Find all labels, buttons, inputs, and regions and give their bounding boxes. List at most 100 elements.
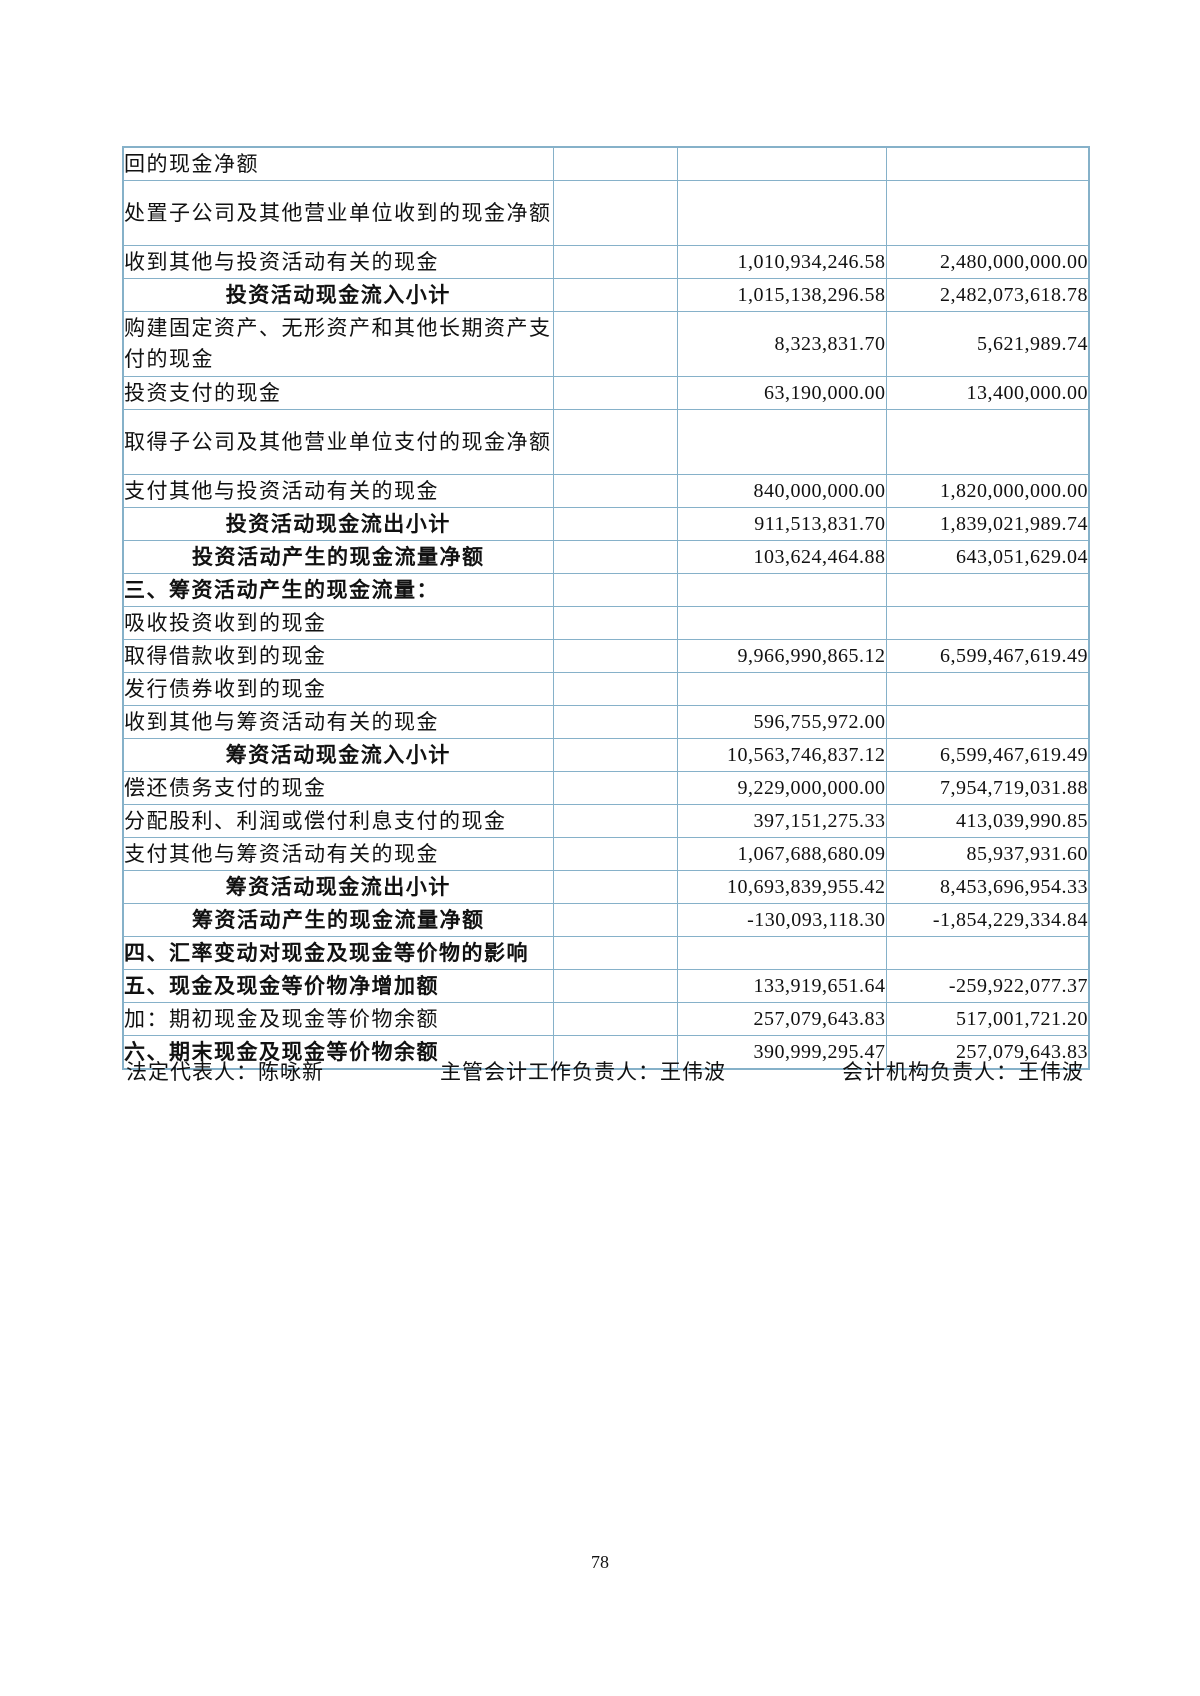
amount-previous-cell: 643,051,629.04 xyxy=(885,540,1090,574)
amount-previous-cell: 2,482,073,618.78 xyxy=(885,278,1090,312)
amount-previous-cell: -259,922,077.37 xyxy=(885,969,1090,1003)
item-label-cell: 取得借款收到的现金 xyxy=(122,639,554,673)
note-cell xyxy=(552,409,678,475)
item-label-cell: 取得子公司及其他营业单位支付的现金净额 xyxy=(122,409,554,475)
table-row: 收到其他与投资活动有关的现金 1,010,934,246.58 2,480,000,… xyxy=(122,245,1090,279)
table-row: 筹资活动现金流入小计 10,563,746,837.12 6,599,467,619… xyxy=(122,738,1090,772)
item-label-cell: 支付其他与筹资活动有关的现金 xyxy=(122,837,554,871)
amount-current-cell xyxy=(676,672,887,706)
note-cell xyxy=(552,639,678,673)
accounting-department-head: 会计机构负责人：王伟波 xyxy=(842,1060,1084,1084)
note-cell xyxy=(552,1002,678,1036)
cash-flow-table: 回的现金净额 处置子公司及其他营业单位收到的现金净额 收到其他与投资活动有关的现金 1… xyxy=(122,146,1090,1070)
table-row: 投资活动现金流入小计 1,015,138,296.58 2,482,073,618.… xyxy=(122,278,1090,312)
table-row: 发行债券收到的现金 xyxy=(122,672,1090,706)
item-label-cell: 支付其他与投资活动有关的现金 xyxy=(122,474,554,508)
amount-previous-cell: 2,480,000,000.00 xyxy=(885,245,1090,279)
table-row: 筹资活动产生的现金流量净额 -130,093,118.30 -1,854,229,3… xyxy=(122,903,1090,937)
amount-current-cell xyxy=(676,606,887,640)
amount-previous-cell: 6,599,467,619.49 xyxy=(885,738,1090,772)
amount-current-cell: 397,151,275.33 xyxy=(676,804,887,838)
amount-current-cell: 10,563,746,837.12 xyxy=(676,738,887,772)
amount-current-cell: 257,079,643.83 xyxy=(676,1002,887,1036)
table-row: 五、现金及现金等价物净增加额 133,919,651.64 -259,922,077… xyxy=(122,969,1090,1003)
legal-representative: 法定代表人：陈咏新 xyxy=(126,1060,324,1084)
table-row: 取得借款收到的现金 9,966,990,865.12 6,599,467,619.4… xyxy=(122,639,1090,673)
note-cell xyxy=(552,705,678,739)
amount-current-cell: 63,190,000.00 xyxy=(676,376,887,410)
item-label-cell: 分配股利、利润或偿付利息支付的现金 xyxy=(122,804,554,838)
amount-current-cell: 911,513,831.70 xyxy=(676,507,887,541)
amount-current-cell: 1,010,934,246.58 xyxy=(676,245,887,279)
item-label-cell: 回的现金净额 xyxy=(122,146,554,181)
amount-current-cell: -130,093,118.30 xyxy=(676,903,887,937)
note-cell xyxy=(552,180,678,246)
cash-flow-table-wrap: 回的现金净额 处置子公司及其他营业单位收到的现金净额 收到其他与投资活动有关的现金 1… xyxy=(122,146,1090,1070)
note-cell xyxy=(552,376,678,410)
table-row: 收到其他与筹资活动有关的现金 596,755,972.00 xyxy=(122,705,1090,739)
amount-previous-cell: 413,039,990.85 xyxy=(885,804,1090,838)
chief-accounting-officer: 主管会计工作负责人：王伟波 xyxy=(440,1060,726,1084)
amount-current-cell: 596,755,972.00 xyxy=(676,705,887,739)
note-cell xyxy=(552,146,678,181)
table-row: 投资活动现金流出小计 911,513,831.70 1,839,021,989.74 xyxy=(122,507,1090,541)
note-cell xyxy=(552,936,678,970)
item-label-cell: 三、筹资活动产生的现金流量： xyxy=(122,573,554,607)
table-row: 三、筹资活动产生的现金流量： xyxy=(122,573,1090,607)
note-cell xyxy=(552,738,678,772)
table-row: 六、期末现金及现金等价物余额 390,999,295.47 257,079,643.… xyxy=(122,1035,1090,1070)
table-row: 投资活动产生的现金流量净额 103,624,464.88 643,051,629.0… xyxy=(122,540,1090,574)
amount-previous-cell xyxy=(885,705,1090,739)
amount-current-cell xyxy=(676,146,887,181)
item-label-cell: 发行债券收到的现金 xyxy=(122,672,554,706)
amount-previous-cell xyxy=(885,573,1090,607)
note-cell xyxy=(552,903,678,937)
note-cell xyxy=(552,278,678,312)
amount-current-cell: 8,323,831.70 xyxy=(676,311,887,377)
table-row: 支付其他与筹资活动有关的现金 1,067,688,680.09 85,937,931… xyxy=(122,837,1090,871)
amount-previous-cell: 6,599,467,619.49 xyxy=(885,639,1090,673)
note-cell xyxy=(552,540,678,574)
amount-previous-cell: -1,854,229,334.84 xyxy=(885,903,1090,937)
note-cell xyxy=(552,771,678,805)
amount-previous-cell: 5,621,989.74 xyxy=(885,311,1090,377)
amount-previous-cell xyxy=(885,936,1090,970)
amount-previous-cell: 257,079,643.83 xyxy=(885,1035,1090,1070)
item-label-cell: 投资支付的现金 xyxy=(122,376,554,410)
amount-previous-cell xyxy=(885,409,1090,475)
note-cell xyxy=(552,870,678,904)
item-label-cell: 吸收投资收到的现金 xyxy=(122,606,554,640)
amount-current-cell xyxy=(676,409,887,475)
amount-current-cell: 103,624,464.88 xyxy=(676,540,887,574)
amount-previous-cell xyxy=(885,146,1090,181)
amount-previous-cell: 8,453,696,954.33 xyxy=(885,870,1090,904)
amount-previous-cell xyxy=(885,672,1090,706)
table-row: 取得子公司及其他营业单位支付的现金净额 xyxy=(122,409,1090,475)
item-label-cell: 六、期末现金及现金等价物余额 xyxy=(122,1035,554,1070)
note-cell xyxy=(552,245,678,279)
amount-current-cell: 9,229,000,000.00 xyxy=(676,771,887,805)
note-cell xyxy=(552,311,678,377)
item-label-cell: 筹资活动产生的现金流量净额 xyxy=(122,903,554,937)
note-cell xyxy=(552,606,678,640)
item-label-cell: 投资活动现金流出小计 xyxy=(122,507,554,541)
footer-signatures: 法定代表人：陈咏新 主管会计工作负责人：王伟波 会计机构负责人：王伟波 xyxy=(122,1056,1088,1086)
item-label-cell: 处置子公司及其他营业单位收到的现金净额 xyxy=(122,180,554,246)
amount-current-cell: 1,015,138,296.58 xyxy=(676,278,887,312)
table-row: 吸收投资收到的现金 xyxy=(122,606,1090,640)
item-label-cell: 筹资活动现金流出小计 xyxy=(122,870,554,904)
item-label-cell: 收到其他与筹资活动有关的现金 xyxy=(122,705,554,739)
item-label-cell: 五、现金及现金等价物净增加额 xyxy=(122,969,554,1003)
item-label-cell: 筹资活动现金流入小计 xyxy=(122,738,554,772)
amount-current-cell: 390,999,295.47 xyxy=(676,1035,887,1070)
page-number: 78 xyxy=(591,1552,609,1572)
amount-current-cell: 1,067,688,680.09 xyxy=(676,837,887,871)
table-row: 四、汇率变动对现金及现金等价物的影响 xyxy=(122,936,1090,970)
item-label-cell: 偿还债务支付的现金 xyxy=(122,771,554,805)
table-row: 回的现金净额 xyxy=(122,146,1090,181)
amount-previous-cell: 13,400,000.00 xyxy=(885,376,1090,410)
cash-flow-table-body: 回的现金净额 处置子公司及其他营业单位收到的现金净额 收到其他与投资活动有关的现金 1… xyxy=(122,146,1090,1070)
amount-previous-cell: 85,937,931.60 xyxy=(885,837,1090,871)
note-cell xyxy=(552,507,678,541)
